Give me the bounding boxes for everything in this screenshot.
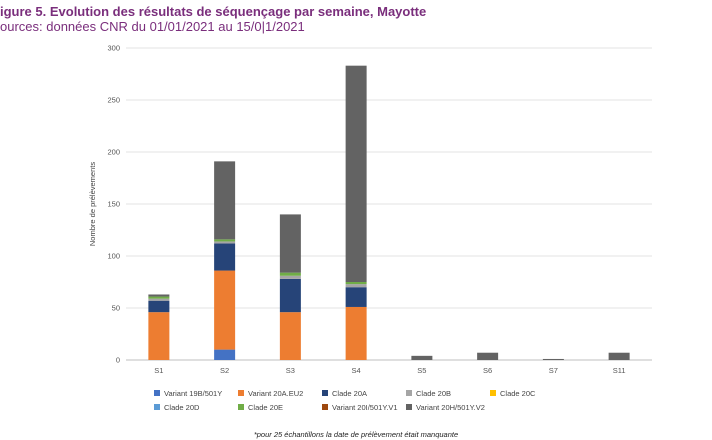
bar-segment [411,355,433,360]
bar-segment [608,352,630,360]
legend-label: Clade 20C [500,388,536,398]
bar-segment [279,278,301,313]
legend-item: Clade 20B [406,389,490,398]
bar-segment [148,312,170,360]
legend-item: Clade 20E [238,403,322,412]
legend-swatch [154,404,160,410]
y-tick-label: 250 [107,96,120,105]
bar-segment [542,358,564,360]
x-tick-label: S2 [220,366,229,375]
bar-segment [279,275,301,279]
x-tick-label: S3 [286,366,295,375]
legend-swatch [406,404,412,410]
x-tick-label: S5 [417,366,426,375]
bar-segment [214,161,236,240]
x-tick-label: S4 [352,366,361,375]
chart-subtitle: ources: données CNR du 01/01/2021 au 15/… [0,19,305,34]
legend-item: Clade 20D [154,403,238,412]
legend-label: Variant 20I/501Y.V1 [332,402,398,412]
legend-label: Variant 20A.EU2 [248,388,304,398]
x-tick-label: S1 [154,366,163,375]
bar-segment [345,284,367,288]
bar-segment [345,282,367,285]
bar-segment [214,241,236,244]
legend-item: Variant 20H/501Y.V2 [406,403,490,412]
legend-label: Variant 20H/501Y.V2 [416,402,485,412]
bar-segment [345,65,367,283]
y-tick-label: 150 [107,200,120,209]
legend-swatch [490,390,496,396]
legend-label: Clade 20E [248,402,284,412]
bar-segment [214,349,236,360]
bar-segment [148,294,170,297]
bar-segment [148,296,170,299]
x-tick-label: S7 [549,366,558,375]
y-tick-label: 0 [116,356,120,365]
legend-label: Clade 20D [164,402,200,412]
legend-swatch [406,390,412,396]
bar-segment [279,272,301,276]
legend-item: Clade 20A [322,389,406,398]
x-tick-label: S6 [483,366,492,375]
bar-segment [279,214,301,273]
chart-legend: Variant 19B/501Y Variant 20A.EU2 Clade 20A… [154,386,674,414]
bars [148,65,630,360]
legend-swatch [238,404,244,410]
bar-segment [345,287,367,307]
x-axis-ticks: S1 S2 S3 S4 S5 S6 S7 S11 [154,366,625,375]
bar-segment [345,306,367,360]
y-axis-ticks: 0 50 100 150 200 250 300 [107,44,120,365]
bar-segment [148,300,170,313]
bar-segment [214,270,236,350]
legend-row: Variant 19B/501Y Variant 20A.EU2 Clade 20A… [154,386,674,400]
legend-item: Variant 20A.EU2 [238,389,322,398]
bar-segment [214,243,236,271]
legend-swatch [238,390,244,396]
gridlines [126,47,652,361]
legend-item: Variant 19B/501Y [154,389,238,398]
x-tick-label: S11 [613,366,626,375]
y-tick-label: 50 [112,304,120,313]
bar-segment [148,298,170,301]
legend-label: Clade 20A [332,388,368,398]
legend-swatch [322,404,328,410]
legend-item: Clade 20C [490,389,574,398]
footnote: *pour 25 échantillons la date de prélève… [253,430,459,439]
chart-title: igure 5. Evolution des résultats de séqu… [0,4,427,19]
legend-label: Variant 19B/501Y [164,388,223,398]
bar-segment [477,352,499,360]
y-tick-label: 200 [107,148,120,157]
y-tick-label: 100 [107,252,120,261]
legend-swatch [322,390,328,396]
legend-row: Clade 20D Clade 20E Variant 20I/501Y.V1 Var… [154,400,674,414]
bar-segment [214,239,236,242]
legend-swatch [154,390,160,396]
y-tick-label: 300 [107,44,120,53]
bar-segment [279,312,301,360]
legend-label: Clade 20B [416,388,452,398]
y-axis-label: Nombre de prélèvements [88,162,97,246]
legend-item: Variant 20I/501Y.V1 [322,403,406,412]
